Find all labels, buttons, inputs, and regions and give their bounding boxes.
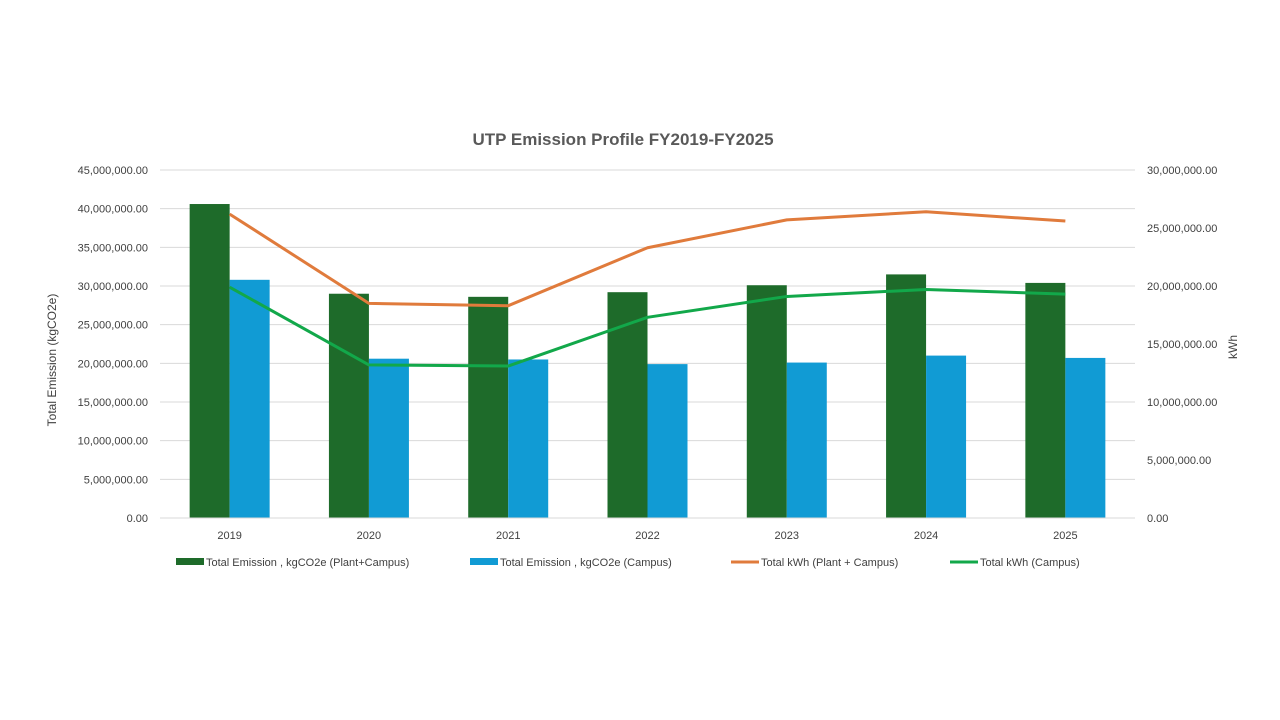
series-line: [228, 210, 1066, 308]
bar: [886, 274, 927, 518]
bar: [189, 204, 230, 518]
y2-axis-title: kWh: [1226, 335, 1240, 359]
y-tick-label: 20,000,000.00: [78, 358, 148, 370]
y2-tick-label: 15,000,000.00: [1147, 339, 1217, 351]
chart-title: UTP Emission Profile FY2019-FY2025: [472, 130, 773, 149]
right-axis: 0.00 5,000,000.00 10,000,000.00 15,000,000.…: [1147, 165, 1217, 525]
bar: [508, 359, 549, 518]
x-tick-label: 2022: [635, 530, 659, 542]
bar: [746, 285, 787, 518]
bar: [926, 355, 967, 518]
y-tick-label: 0.00: [127, 513, 148, 525]
x-tick-label: 2023: [775, 530, 799, 542]
bar: [1025, 282, 1066, 518]
bars: [189, 204, 1106, 518]
y2-tick-label: 5,000,000.00: [1147, 455, 1211, 467]
bar: [1065, 357, 1106, 518]
bar: [786, 362, 827, 518]
lines: [228, 210, 1066, 368]
legend-label: Total Emission , kgCO2e (Campus): [500, 557, 672, 569]
bar: [229, 279, 270, 518]
x-tick-label: 2021: [496, 530, 520, 542]
legend-label: Total kWh (Plant + Campus): [761, 557, 898, 569]
y2-tick-label: 20,000,000.00: [1147, 281, 1217, 293]
y2-tick-label: 0.00: [1147, 513, 1168, 525]
y2-tick-label: 25,000,000.00: [1147, 223, 1217, 235]
x-tick-label: 2020: [357, 530, 381, 542]
bar: [607, 292, 648, 518]
left-axis: 0.00 5,000,000.00 10,000,000.00 15,000,000.…: [78, 165, 148, 525]
y-tick-label: 45,000,000.00: [78, 165, 148, 177]
legend-label: Total kWh (Campus): [980, 557, 1080, 569]
legend-swatch: [176, 558, 204, 565]
y-tick-label: 10,000,000.00: [78, 436, 148, 448]
bar: [328, 293, 369, 518]
series-line: [228, 285, 1066, 368]
x-axis: 2019 2020 2021 2022 2023 2024 2025: [160, 517, 1135, 542]
bar: [468, 296, 509, 518]
bar: [368, 358, 409, 518]
y2-tick-label: 10,000,000.00: [1147, 397, 1217, 409]
y2-tick-label: 30,000,000.00: [1147, 165, 1217, 177]
y-tick-label: 40,000,000.00: [78, 204, 148, 216]
y-tick-label: 15,000,000.00: [78, 397, 148, 409]
legend-swatch: [470, 558, 498, 565]
x-tick-label: 2019: [217, 530, 241, 542]
y-tick-label: 25,000,000.00: [78, 320, 148, 332]
legend-label: Total Emission , kgCO2e (Plant+Campus): [206, 557, 409, 569]
x-tick-label: 2025: [1053, 530, 1077, 542]
legend: Total Emission , kgCO2e (Plant+Campus) To…: [176, 557, 1080, 569]
bar: [647, 364, 688, 518]
y-axis-title: Total Emission (kgCO2e): [45, 294, 59, 427]
y-tick-label: 30,000,000.00: [78, 281, 148, 293]
x-tick-label: 2024: [914, 530, 938, 542]
y-tick-label: 35,000,000.00: [78, 242, 148, 254]
y-tick-label: 5,000,000.00: [84, 474, 148, 486]
